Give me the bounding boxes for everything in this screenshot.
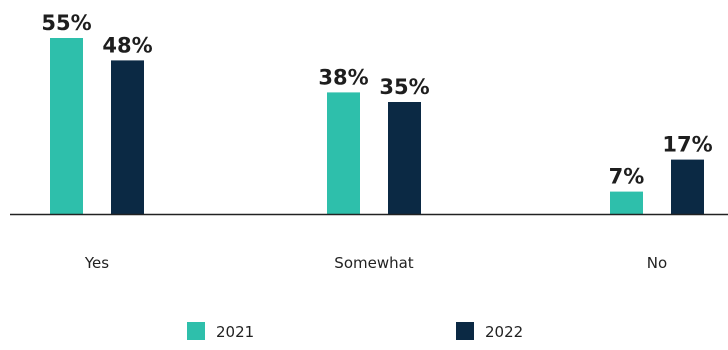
- category-label-yes: Yes: [84, 254, 109, 272]
- data-label-yes-2022: 48%: [102, 33, 152, 57]
- data-label-somewhat-2022: 35%: [379, 75, 429, 99]
- legend-swatch-2021: [187, 322, 205, 340]
- category-label-no: No: [647, 254, 667, 272]
- data-label-yes-2021: 55%: [41, 11, 91, 35]
- legend: 2021 2022: [187, 322, 523, 341]
- data-label-somewhat-2021: 38%: [318, 65, 368, 89]
- bars-group: [50, 38, 704, 215]
- bar-yes-2021: [50, 38, 83, 214]
- data-label-no-2021: 7%: [609, 165, 645, 189]
- category-label-somewhat: Somewhat: [334, 254, 414, 272]
- legend-label-2022: 2022: [485, 323, 523, 341]
- category-labels-group: Yes Somewhat No: [84, 254, 667, 272]
- bar-no-2021: [610, 191, 643, 214]
- bar-somewhat-2021: [327, 92, 360, 214]
- bar-yes-2022: [111, 60, 144, 215]
- value-labels-group: 55% 48% 38% 35% 7% 17%: [41, 11, 712, 189]
- bar-somewhat-2022: [388, 102, 421, 214]
- data-label-no-2022: 17%: [662, 133, 712, 157]
- legend-label-2021: 2021: [216, 323, 254, 341]
- legend-swatch-2022: [456, 322, 474, 340]
- bar-no-2022: [671, 159, 704, 214]
